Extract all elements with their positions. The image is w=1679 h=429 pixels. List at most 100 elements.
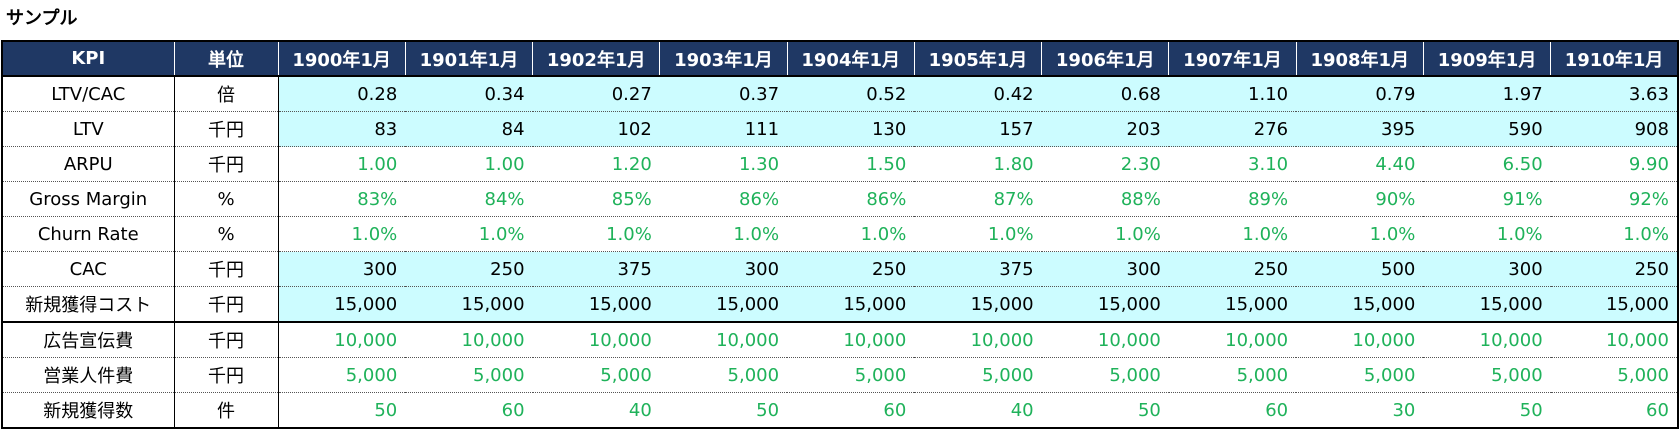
unit-cell[interactable]: 千円 [174, 111, 279, 147]
value-cell[interactable]: 10,000 [659, 322, 788, 358]
value-cell[interactable]: 15,000 [659, 286, 788, 323]
kpi-name-cell[interactable]: LTV [1, 111, 175, 147]
value-cell[interactable]: 91% [1423, 181, 1551, 217]
value-cell[interactable]: 84% [405, 181, 533, 217]
value-cell[interactable]: 10,000 [914, 322, 1042, 358]
value-cell[interactable]: 395 [1296, 111, 1424, 147]
value-cell[interactable]: 203 [1041, 111, 1169, 147]
value-cell[interactable]: 157 [914, 111, 1042, 147]
value-cell[interactable]: 276 [1168, 111, 1297, 147]
value-cell[interactable]: 84 [405, 111, 533, 147]
value-cell[interactable]: 0.79 [1296, 76, 1424, 112]
value-cell[interactable]: 15,000 [1168, 286, 1297, 323]
value-cell[interactable]: 1.0% [1550, 216, 1679, 252]
kpi-name-cell[interactable]: LTV/CAC [1, 76, 175, 112]
value-cell[interactable]: 15,000 [1423, 286, 1551, 323]
value-cell[interactable]: 1.00 [405, 146, 533, 182]
value-cell[interactable]: 83% [278, 181, 406, 217]
value-cell[interactable]: 89% [1168, 181, 1297, 217]
value-cell[interactable]: 5,000 [1041, 357, 1169, 393]
value-cell[interactable]: 40 [532, 392, 660, 429]
value-cell[interactable]: 92% [1550, 181, 1679, 217]
kpi-name-cell[interactable]: 新規獲得数 [1, 392, 175, 429]
value-cell[interactable]: 300 [1423, 251, 1551, 287]
kpi-name-cell[interactable]: Gross Margin [1, 181, 175, 217]
value-cell[interactable]: 1.10 [1168, 76, 1297, 112]
value-cell[interactable]: 50 [1041, 392, 1169, 429]
header-unit[interactable]: 単位 [174, 40, 279, 77]
unit-cell[interactable]: % [174, 181, 279, 217]
value-cell[interactable]: 0.37 [659, 76, 788, 112]
value-cell[interactable]: 10,000 [1168, 322, 1297, 358]
value-cell[interactable]: 6.50 [1423, 146, 1551, 182]
kpi-name-cell[interactable]: CAC [1, 251, 175, 287]
value-cell[interactable]: 86% [659, 181, 788, 217]
kpi-name-cell[interactable]: ARPU [1, 146, 175, 182]
unit-cell[interactable]: 件 [174, 392, 279, 429]
value-cell[interactable]: 15,000 [787, 286, 915, 323]
header-month[interactable]: 1910年1月 [1550, 40, 1679, 77]
value-cell[interactable]: 1.0% [278, 216, 406, 252]
value-cell[interactable]: 10,000 [787, 322, 915, 358]
value-cell[interactable]: 250 [1550, 251, 1679, 287]
value-cell[interactable]: 250 [405, 251, 533, 287]
value-cell[interactable]: 83 [278, 111, 406, 147]
value-cell[interactable]: 10,000 [532, 322, 660, 358]
value-cell[interactable]: 10,000 [1550, 322, 1679, 358]
kpi-name-cell[interactable]: 広告宣伝費 [1, 322, 175, 358]
value-cell[interactable]: 250 [787, 251, 915, 287]
header-month[interactable]: 1901年1月 [405, 40, 534, 77]
value-cell[interactable]: 40 [914, 392, 1042, 429]
value-cell[interactable]: 5,000 [1168, 357, 1297, 393]
value-cell[interactable]: 60 [787, 392, 915, 429]
header-month[interactable]: 1903年1月 [659, 40, 788, 77]
value-cell[interactable]: 1.50 [787, 146, 915, 182]
value-cell[interactable]: 15,000 [405, 286, 533, 323]
value-cell[interactable]: 111 [659, 111, 788, 147]
value-cell[interactable]: 10,000 [278, 322, 406, 358]
value-cell[interactable]: 1.0% [914, 216, 1042, 252]
kpi-name-cell[interactable]: 営業人件費 [1, 357, 175, 393]
value-cell[interactable]: 5,000 [659, 357, 788, 393]
value-cell[interactable]: 86% [787, 181, 915, 217]
value-cell[interactable]: 5,000 [787, 357, 915, 393]
value-cell[interactable]: 5,000 [278, 357, 406, 393]
value-cell[interactable]: 1.0% [532, 216, 660, 252]
value-cell[interactable]: 4.40 [1296, 146, 1424, 182]
value-cell[interactable]: 1.0% [1423, 216, 1551, 252]
value-cell[interactable]: 15,000 [278, 286, 406, 323]
value-cell[interactable]: 2.30 [1041, 146, 1169, 182]
value-cell[interactable]: 5,000 [914, 357, 1042, 393]
value-cell[interactable]: 10,000 [405, 322, 533, 358]
value-cell[interactable]: 15,000 [1041, 286, 1169, 323]
value-cell[interactable]: 300 [659, 251, 788, 287]
kpi-name-cell[interactable]: 新規獲得コスト [1, 286, 175, 323]
value-cell[interactable]: 1.80 [914, 146, 1042, 182]
value-cell[interactable]: 5,000 [532, 357, 660, 393]
value-cell[interactable]: 130 [787, 111, 915, 147]
value-cell[interactable]: 90% [1296, 181, 1424, 217]
value-cell[interactable]: 88% [1041, 181, 1169, 217]
unit-cell[interactable]: % [174, 216, 279, 252]
header-month[interactable]: 1900年1月 [278, 40, 406, 77]
value-cell[interactable]: 60 [1168, 392, 1297, 429]
value-cell[interactable]: 1.0% [405, 216, 533, 252]
value-cell[interactable]: 590 [1423, 111, 1551, 147]
header-month[interactable]: 1902年1月 [532, 40, 661, 77]
value-cell[interactable]: 50 [278, 392, 406, 429]
value-cell[interactable]: 1.30 [659, 146, 788, 182]
value-cell[interactable]: 1.20 [532, 146, 660, 182]
value-cell[interactable]: 15,000 [1550, 286, 1679, 323]
value-cell[interactable]: 50 [659, 392, 788, 429]
value-cell[interactable]: 5,000 [1550, 357, 1679, 393]
value-cell[interactable]: 15,000 [1296, 286, 1424, 323]
value-cell[interactable]: 10,000 [1041, 322, 1169, 358]
unit-cell[interactable]: 千円 [174, 322, 279, 358]
value-cell[interactable]: 300 [1041, 251, 1169, 287]
value-cell[interactable]: 15,000 [532, 286, 660, 323]
value-cell[interactable]: 60 [405, 392, 533, 429]
value-cell[interactable]: 1.0% [1041, 216, 1169, 252]
value-cell[interactable]: 15,000 [914, 286, 1042, 323]
value-cell[interactable]: 1.0% [659, 216, 788, 252]
value-cell[interactable]: 1.0% [1168, 216, 1297, 252]
